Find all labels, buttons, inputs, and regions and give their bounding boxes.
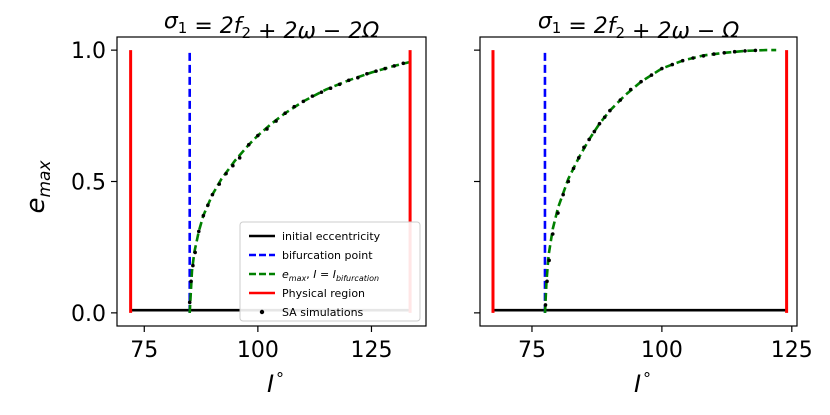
sa-simulation-point (191, 263, 195, 268)
sa-simulation-point (283, 111, 287, 115)
sa-simulation-point (237, 156, 242, 160)
x-axis-label: I ° (267, 369, 284, 398)
sa-simulation-point (628, 87, 633, 92)
y-tick-label: 0.5 (71, 171, 106, 196)
chart-panel-2: σ1 = 2f2 + 2ω − Ω 75 100 125 I ° (474, 9, 813, 398)
sa-simulation-point (556, 211, 560, 215)
sa-simulation-point (592, 129, 597, 134)
sa-simulation-point (274, 119, 278, 123)
sa-simulation-point (301, 99, 306, 104)
y-axis-label: emax (21, 160, 55, 214)
x-tick-label: 125 (350, 338, 392, 363)
sa-simulation-point (608, 108, 612, 113)
legend-box (239, 221, 421, 322)
legend-swatch (259, 309, 265, 315)
chart-panel-1: σ1 = 2f2 + 2ω − 2Ω 75 100 125 0.0 0.5 1.0 I ° (71, 9, 427, 398)
sa-simulation-point (618, 98, 623, 102)
sa-simulation-point (602, 115, 607, 119)
y-tick-label: 0.0 (71, 302, 106, 327)
sa-simulation-point (310, 94, 315, 98)
sa-simulation-point (660, 66, 664, 71)
sa-simulation-point (383, 66, 387, 71)
sa-simulation-point (566, 179, 571, 184)
sa-simulation-point (649, 73, 654, 77)
sa-simulation-point (365, 71, 369, 76)
sa-simulation-point (582, 145, 586, 150)
sa-simulation-point (547, 258, 551, 263)
sa-simulation-point (743, 49, 747, 53)
sa-simulation-point (206, 203, 210, 207)
emax-curve (188, 60, 411, 313)
sa-simulation-point (265, 127, 269, 131)
x-tick-label: 75 (518, 338, 546, 363)
emax-curve (543, 48, 777, 313)
sa-simulation-point (712, 52, 716, 56)
sa-simulation-point (328, 86, 333, 91)
legend-label: initial eccentricity (282, 230, 381, 243)
sa-simulation-point (392, 64, 396, 68)
sa-simulation-point (597, 121, 602, 126)
sa-simulation-point (670, 62, 675, 67)
sa-simulation-point (550, 232, 555, 236)
x-tick-label: 75 (130, 338, 158, 363)
legend: initial eccentricity bifurcation point ema… (239, 221, 421, 322)
sa-simulation-point (201, 213, 206, 218)
sa-simulation-point (256, 133, 260, 138)
sa-simulation-point (337, 82, 342, 87)
sa-simulation-point (224, 171, 228, 176)
sa-simulation-point (189, 279, 193, 284)
sa-simulation-point (587, 137, 591, 142)
sa-simulation-point (217, 182, 222, 186)
plot-frame (479, 36, 798, 327)
sa-simulation-point (639, 79, 643, 84)
sa-simulation-point (292, 104, 297, 109)
sa-simulation-point (246, 142, 251, 147)
sa-simulation-point (196, 229, 201, 234)
sa-simulation-point (701, 54, 706, 58)
x-axis-label: I ° (634, 369, 651, 398)
x-tick-label: 100 (641, 338, 683, 363)
sa-simulation-point (356, 75, 360, 80)
y-tick-label: 1.0 (71, 39, 106, 64)
chart-title: σ1 = 2f2 + 2ω − 2Ω (164, 9, 379, 44)
legend-label: SA simulations (282, 306, 364, 319)
sa-simulation-point (187, 300, 192, 305)
sa-simulation-point (543, 303, 548, 307)
sa-simulation-point (561, 192, 565, 197)
sa-simulation-point (374, 69, 378, 73)
sa-simulation-point (753, 48, 758, 53)
sa-simulation-point (722, 50, 727, 55)
sa-simulation-point (193, 250, 197, 255)
x-tick-label: 100 (237, 338, 279, 363)
sa-simulation-point (210, 192, 215, 197)
sa-simulation-point (346, 78, 351, 83)
sa-simulation-point (576, 156, 581, 160)
legend-label: Physical region (282, 287, 365, 300)
sa-simulation-point (732, 49, 737, 54)
sa-simulation-point (680, 58, 685, 63)
sa-simulation-point (571, 166, 576, 171)
sa-simulation-point (319, 90, 324, 94)
sa-simulation-point (691, 56, 695, 60)
legend-label: bifurcation point (282, 249, 373, 262)
sa-simulation-point (545, 279, 549, 284)
x-tick-label: 125 (771, 338, 813, 363)
sa-simulation-point (231, 163, 235, 168)
chart-title: σ1 = 2f2 + 2ω − Ω (538, 9, 739, 44)
legend-label: emax, I = Ibifurcation (282, 268, 379, 283)
sa-simulation-point (401, 61, 406, 66)
